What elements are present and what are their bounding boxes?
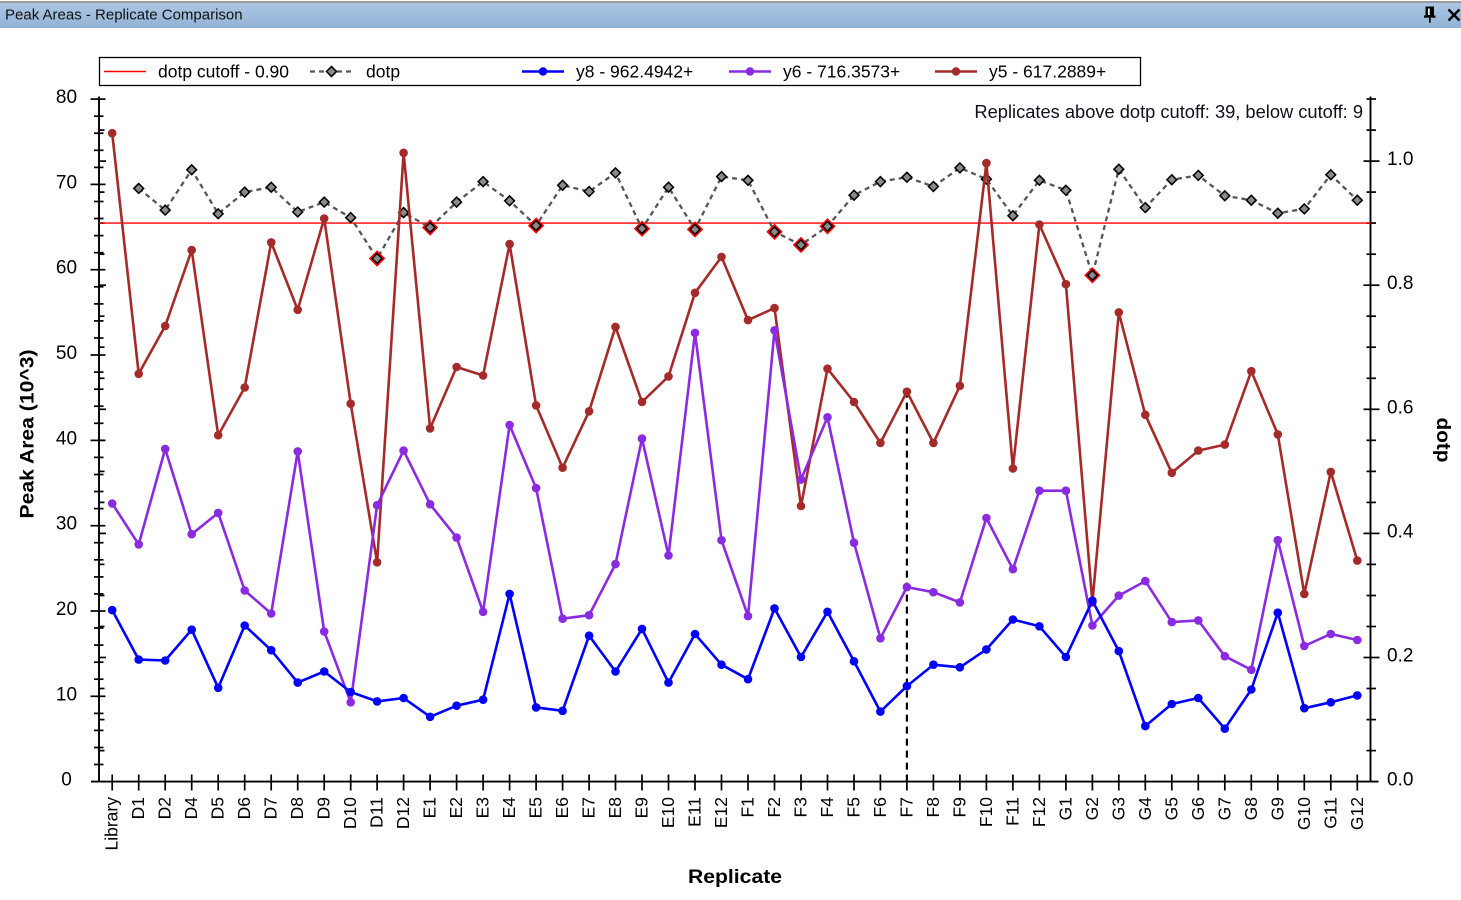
svg-text:G8: G8 bbox=[1241, 797, 1261, 820]
svg-text:dotp: dotp bbox=[1432, 418, 1453, 463]
svg-text:10: 10 bbox=[56, 684, 77, 705]
svg-text:20: 20 bbox=[56, 599, 77, 620]
svg-text:Peak Areas - Replicate Compari: Peak Areas - Replicate Comparison bbox=[5, 7, 243, 24]
svg-text:E8: E8 bbox=[605, 797, 625, 818]
svg-text:Replicate: Replicate bbox=[688, 867, 782, 888]
svg-text:E5: E5 bbox=[526, 797, 546, 818]
svg-text:E11: E11 bbox=[685, 797, 705, 827]
svg-text:G1: G1 bbox=[1055, 797, 1075, 820]
svg-text:0.0: 0.0 bbox=[1387, 770, 1413, 791]
svg-text:D6: D6 bbox=[234, 797, 254, 819]
svg-text:0: 0 bbox=[61, 770, 72, 791]
svg-text:G9: G9 bbox=[1267, 797, 1287, 820]
svg-text:F12: F12 bbox=[1029, 797, 1049, 827]
svg-text:D11: D11 bbox=[367, 797, 387, 828]
svg-text:Replicates above dotp cutoff:: Replicates above dotp cutoff: 39, below … bbox=[974, 101, 1363, 122]
svg-text:F6: F6 bbox=[870, 797, 890, 817]
svg-text:D1: D1 bbox=[128, 797, 148, 819]
svg-text:D4: D4 bbox=[181, 797, 201, 820]
svg-text:dotp cutoff - 0.90: dotp cutoff - 0.90 bbox=[158, 62, 289, 82]
svg-text:D2: D2 bbox=[155, 797, 175, 819]
svg-text:50: 50 bbox=[56, 343, 77, 364]
svg-text:D7: D7 bbox=[261, 797, 281, 819]
svg-text:G7: G7 bbox=[1214, 797, 1234, 820]
svg-text:30: 30 bbox=[56, 514, 77, 535]
svg-text:F1: F1 bbox=[738, 797, 758, 817]
svg-text:E7: E7 bbox=[579, 797, 599, 818]
svg-text:F2: F2 bbox=[764, 797, 784, 817]
svg-text:D5: D5 bbox=[208, 797, 228, 819]
svg-text:F3: F3 bbox=[791, 797, 811, 817]
svg-text:G11: G11 bbox=[1320, 797, 1340, 829]
svg-text:0.6: 0.6 bbox=[1387, 397, 1413, 418]
svg-text:F8: F8 bbox=[923, 797, 943, 817]
svg-text:G3: G3 bbox=[1108, 797, 1128, 820]
svg-text:D8: D8 bbox=[287, 797, 307, 819]
svg-text:F5: F5 bbox=[844, 797, 864, 817]
svg-text:60: 60 bbox=[56, 258, 77, 279]
svg-text:G6: G6 bbox=[1188, 797, 1208, 820]
svg-text:Library: Library bbox=[102, 797, 122, 851]
svg-text:F10: F10 bbox=[976, 797, 996, 827]
svg-text:G5: G5 bbox=[1161, 797, 1181, 820]
svg-text:E6: E6 bbox=[552, 797, 572, 818]
svg-text:0.4: 0.4 bbox=[1387, 521, 1414, 542]
svg-text:E1: E1 bbox=[420, 797, 440, 818]
svg-text:E2: E2 bbox=[446, 797, 466, 818]
svg-text:E12: E12 bbox=[711, 797, 731, 828]
svg-text:F11: F11 bbox=[1002, 797, 1022, 826]
svg-text:D12: D12 bbox=[393, 797, 413, 829]
svg-text:70: 70 bbox=[56, 172, 77, 193]
svg-text:F7: F7 bbox=[896, 797, 916, 817]
svg-text:F9: F9 bbox=[949, 797, 969, 817]
svg-text:E4: E4 bbox=[499, 797, 519, 819]
svg-text:y8 - 962.4942+: y8 - 962.4942+ bbox=[576, 62, 693, 82]
svg-text:F4: F4 bbox=[817, 797, 837, 818]
svg-text:0.8: 0.8 bbox=[1387, 273, 1413, 294]
svg-text:40: 40 bbox=[56, 428, 77, 449]
svg-text:Peak Area (10^3): Peak Area (10^3) bbox=[18, 350, 39, 519]
svg-text:E10: E10 bbox=[658, 797, 678, 828]
svg-text:y6 - 716.3573+: y6 - 716.3573+ bbox=[783, 62, 900, 82]
svg-text:G2: G2 bbox=[1082, 797, 1102, 820]
svg-text:y5 - 617.2889+: y5 - 617.2889+ bbox=[989, 62, 1106, 82]
svg-text:0.2: 0.2 bbox=[1387, 646, 1413, 667]
svg-text:D9: D9 bbox=[314, 797, 334, 819]
svg-text:E9: E9 bbox=[632, 797, 652, 818]
svg-text:G4: G4 bbox=[1135, 797, 1155, 821]
svg-text:D10: D10 bbox=[340, 797, 360, 829]
svg-text:80: 80 bbox=[56, 87, 77, 108]
svg-text:1.0: 1.0 bbox=[1387, 149, 1413, 170]
svg-text:G12: G12 bbox=[1347, 797, 1367, 830]
svg-text:E3: E3 bbox=[473, 797, 493, 818]
svg-text:dotp: dotp bbox=[366, 62, 400, 82]
svg-text:G10: G10 bbox=[1294, 797, 1314, 830]
